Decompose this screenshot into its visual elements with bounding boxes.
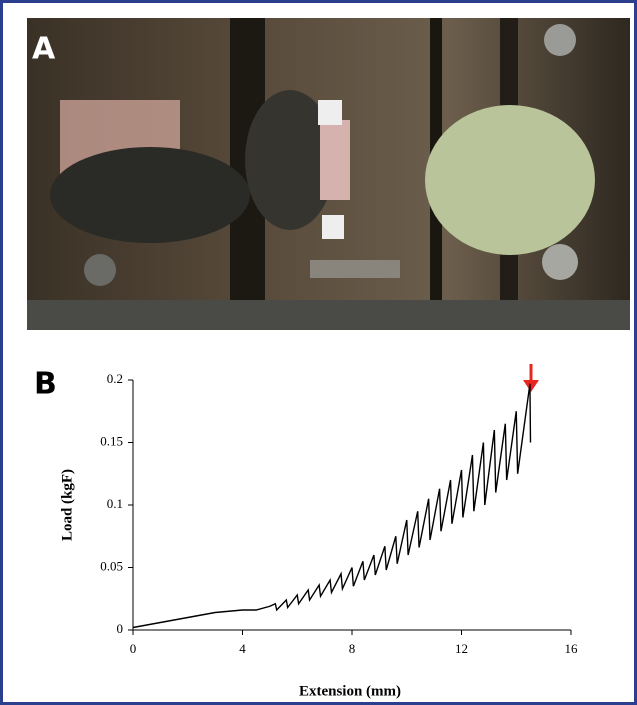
data-line (132, 383, 532, 629)
x-tick-label: 4 (239, 641, 246, 656)
y-tick-label: 0.15 (100, 433, 123, 448)
y-tick-label: 0 (117, 621, 124, 636)
photo (27, 18, 630, 330)
x-tick-label: 8 (349, 641, 356, 656)
y-tick-label: 0.05 (100, 558, 123, 573)
x-tick-label: 0 (130, 641, 137, 656)
panel-label: B (34, 367, 57, 402)
x-axis-title: Extension (mm) (299, 683, 401, 699)
y-tick-label: 0.2 (107, 371, 123, 386)
annotation-arrow (523, 364, 539, 392)
x-tick-label: 16 (565, 641, 579, 656)
panel-label: A (32, 32, 56, 67)
y-axis-title: Load (kgF) (59, 469, 75, 541)
y-tick-label: 0.1 (107, 496, 123, 511)
x-tick-label: 12 (455, 641, 468, 656)
